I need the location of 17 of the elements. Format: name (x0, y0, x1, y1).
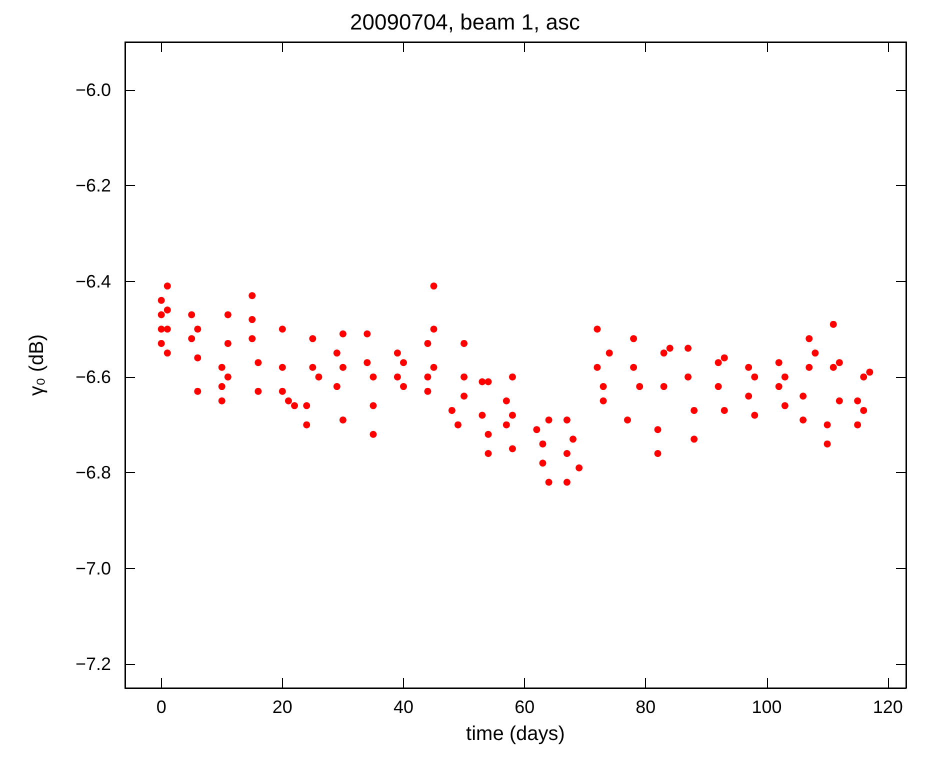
y-tick-label: −6.6 (75, 366, 111, 387)
y-tick-label: −6.4 (75, 271, 111, 292)
x-tick-label: 120 (872, 697, 903, 717)
x-axis-title: time (days) (466, 723, 565, 745)
y-tick-label: −7.0 (75, 558, 111, 578)
y-tick-label: −7.2 (75, 654, 111, 674)
y-axis-title: γ₀ (dB) (26, 334, 48, 396)
chart-title: 20090704, beam 1, asc (350, 10, 580, 34)
y-tick-label: −6.2 (75, 176, 111, 196)
x-tick-label: 40 (393, 697, 414, 717)
x-tick-label: 60 (514, 697, 535, 717)
y-tick-label: −6.0 (75, 80, 111, 100)
x-tick-label: 100 (752, 697, 782, 717)
x-tick-label: 20 (272, 697, 292, 717)
y-tick-label: −6.8 (75, 462, 111, 483)
x-tick-label: 80 (636, 697, 656, 717)
x-tick-label: 0 (156, 697, 166, 717)
